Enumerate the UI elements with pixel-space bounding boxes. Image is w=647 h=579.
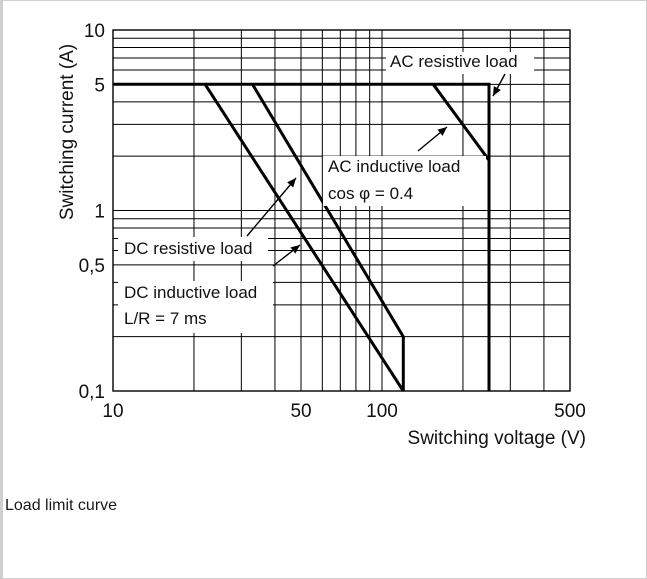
- left-border: [0, 0, 3, 579]
- y-axis-label: Switching current (A): [57, 44, 78, 220]
- x-axis-label: Switching voltage (V): [408, 428, 586, 449]
- x-tick-label: 100: [366, 401, 398, 422]
- plot-border: [112, 29, 571, 392]
- load-limit-chart: AC resistive load AC inductive load cos φ …: [57, 21, 586, 449]
- tick-labels: 10 50 100 500 10 5 1 0,5 0,1: [79, 21, 586, 422]
- figure-caption: Load limit curve: [5, 497, 118, 514]
- annotation-dc-inductive: DC inductive load L/R = 7 ms: [118, 244, 301, 333]
- x-tick-label: 500: [554, 401, 586, 422]
- annotation-arrowhead: [287, 178, 296, 188]
- annotation-backdrop: [323, 156, 486, 206]
- annotation-ac-resistive: AC resistive load: [386, 52, 534, 97]
- y-tick-label: 1: [94, 202, 105, 223]
- series-ac-inductive: [431, 83, 491, 162]
- annotation-text: DC inductive load: [124, 283, 257, 302]
- series-ac-resistive: [113, 82, 491, 391]
- series-dc-inductive: [203, 83, 405, 392]
- annotation-arrowhead: [493, 86, 501, 96]
- grid: [113, 30, 570, 391]
- annotations: AC resistive load AC inductive load cos φ …: [118, 52, 534, 333]
- annotation-dc-resistive: DC resistive load: [118, 177, 297, 261]
- annotation-text: cos φ = 0.4: [328, 184, 413, 203]
- y-tick-label: 0,5: [79, 256, 105, 277]
- annotation-arrowhead: [290, 245, 300, 254]
- annotation-text: AC resistive load: [390, 52, 518, 71]
- y-tick-label: 0,1: [79, 382, 105, 403]
- annotation-backdrop: [386, 52, 534, 74]
- annotation-arrowhead: [437, 127, 447, 136]
- annotation-arrow-line: [246, 177, 297, 237]
- annotation-text: DC resistive load: [124, 239, 253, 258]
- y-tick-label: 5: [94, 75, 105, 96]
- annotation-text: L/R = 7 ms: [124, 309, 207, 328]
- annotation-ac-inductive: AC inductive load cos φ = 0.4: [323, 126, 486, 206]
- annotation-backdrop: [118, 281, 273, 333]
- x-tick-label: 10: [102, 401, 123, 422]
- plot-frame: [112, 29, 571, 392]
- series-layer: [113, 82, 491, 392]
- y-tick-label: 10: [84, 21, 105, 42]
- x-tick-label: 50: [290, 401, 311, 422]
- series-dc-resistive: [251, 83, 405, 391]
- annotation-backdrop: [118, 237, 268, 261]
- annotation-text: AC inductive load: [328, 157, 460, 176]
